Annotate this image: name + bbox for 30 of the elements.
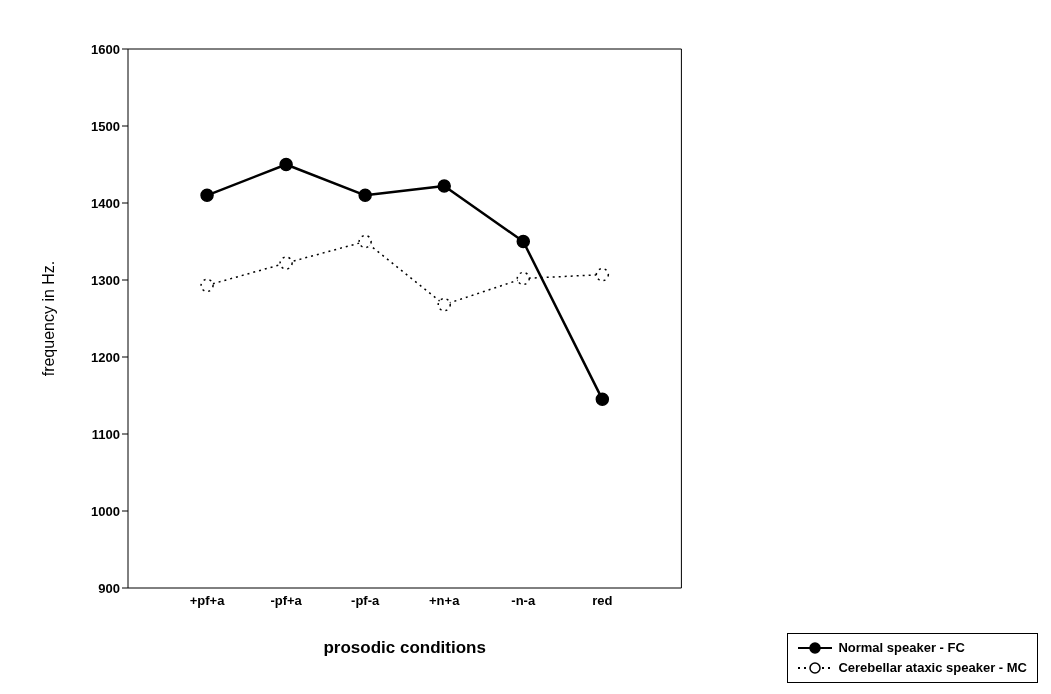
y-tick-label: 1600	[91, 41, 120, 57]
y-tick-label: 1500	[91, 118, 120, 134]
point	[437, 297, 451, 312]
x-axis-title: prosodic conditions	[323, 638, 486, 657]
legend-label: Normal speaker - FC	[838, 639, 965, 657]
point	[595, 267, 610, 282]
x-tick-label: -pf+a	[270, 593, 303, 609]
point	[358, 188, 372, 203]
x-tick-label: red	[592, 593, 613, 609]
legend-label: Cerebellar ataxic speaker - MC	[838, 659, 1027, 677]
x-tick-label: -n-a	[511, 593, 536, 609]
point	[516, 271, 531, 286]
y-tick-label: 1100	[91, 426, 120, 442]
y-tick-label: 1200	[91, 349, 120, 365]
point	[516, 234, 531, 249]
y-tick-label: 1300	[91, 272, 120, 288]
point	[279, 256, 293, 270]
y-axis-title: frequency in Hz.	[39, 260, 57, 377]
x-tick-label: -pf-a	[351, 593, 381, 609]
point	[279, 157, 293, 172]
point	[358, 234, 372, 249]
point	[595, 392, 610, 407]
y-tick-label: 1400	[91, 195, 120, 211]
y-tick-label: 1000	[91, 503, 120, 519]
x-tick-label: +n+a	[429, 593, 461, 609]
point	[200, 188, 214, 203]
point	[200, 278, 214, 293]
point	[437, 179, 451, 193]
x-tick-label: +pf+a	[189, 593, 226, 609]
y-tick-label: 900	[98, 580, 120, 596]
